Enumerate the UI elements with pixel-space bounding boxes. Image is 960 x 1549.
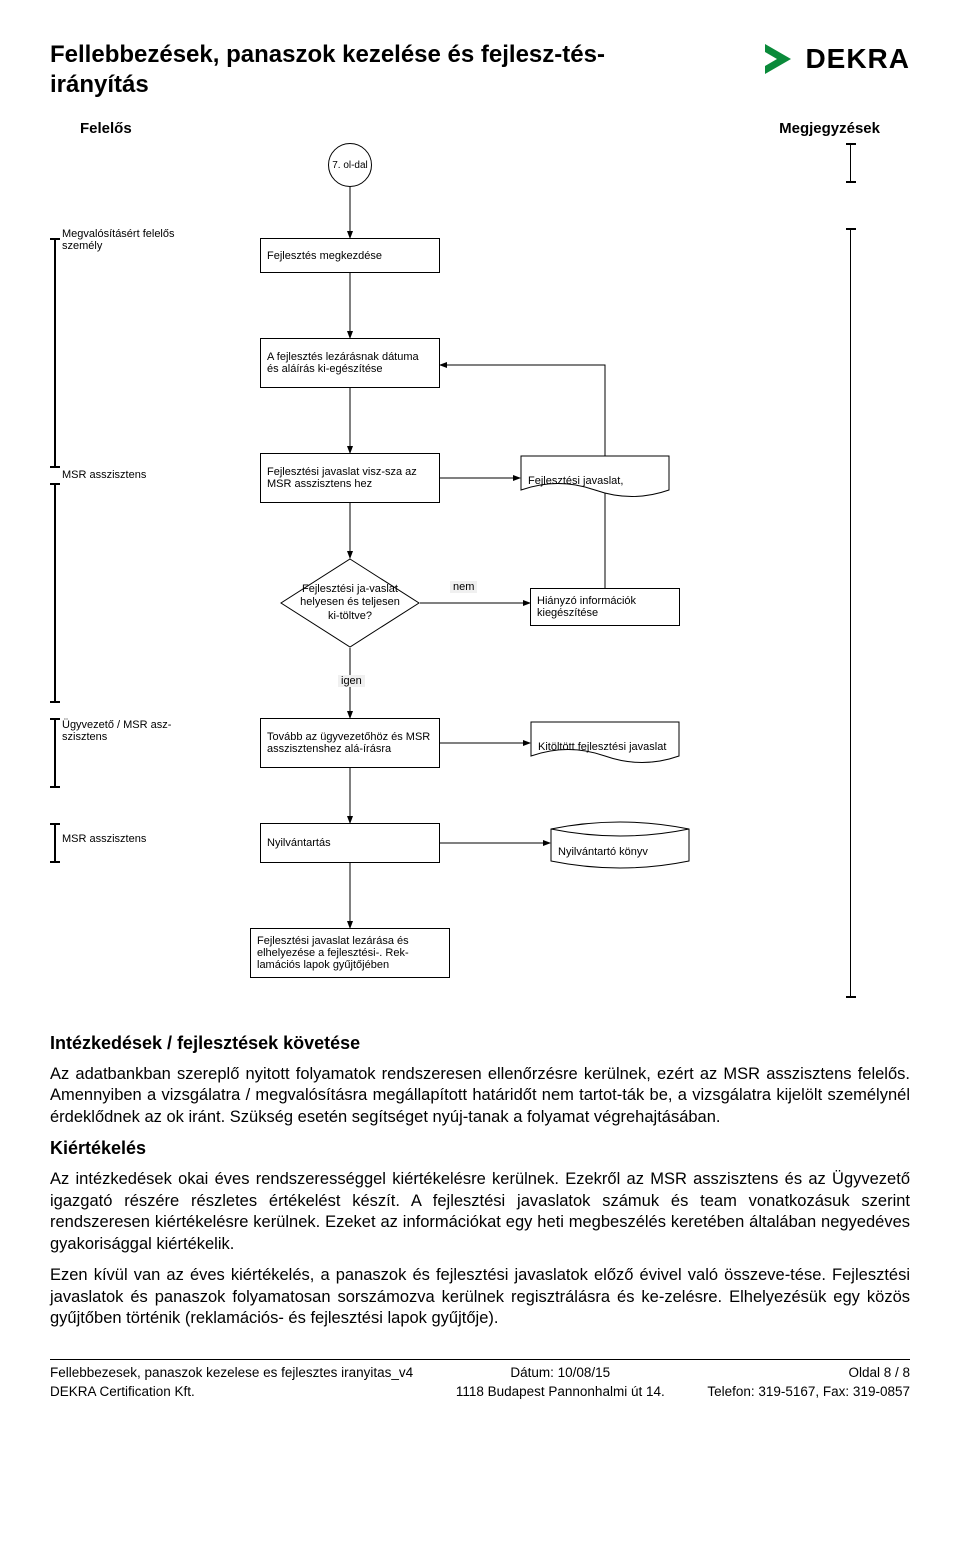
document-text: Fejlesztési javaslat, [520, 469, 631, 487]
process-text: Fejlesztési javaslat visz-sza az MSR ass… [267, 466, 433, 490]
decision-text: Fejlesztési ja-vaslat helyesen és teljes… [280, 583, 420, 623]
footer-company: DEKRA Certification Kft. [50, 1383, 413, 1402]
resp-label: MSR asszisztens [62, 469, 192, 481]
footer-rule [50, 1359, 910, 1360]
paragraph: Az intézkedések okai éves rendszerességg… [50, 1169, 910, 1255]
footer-address: 1118 Budapest Pannonhalmi út 14. [456, 1383, 665, 1402]
resp-bar [54, 483, 56, 703]
page-title: Fellebbezések, panaszok kezelése és fejl… [50, 40, 610, 100]
section-heading: Kiértékelés [50, 1138, 910, 1159]
dekra-mark-icon [761, 40, 797, 78]
process-text: Fejlesztés megkezdése [267, 250, 382, 262]
process-text: Nyilvántartás [267, 837, 331, 849]
edge-label-yes: igen [338, 675, 365, 687]
footer-page: Oldal 8 / 8 [707, 1364, 910, 1383]
process-text: A fejlesztés lezárásnak dátuma és aláírá… [267, 351, 433, 375]
process-box: Fejlesztési javaslat lezárása és elhelye… [250, 928, 450, 978]
footer-filename: Fellebbezesek, panaszok kezelese es fejl… [50, 1364, 413, 1383]
footer-date: Dátum: 10/08/15 [456, 1364, 665, 1383]
resp-bar [54, 823, 56, 863]
footer-phone: Telefon: 319-5167, Fax: 319-0857 [707, 1383, 910, 1402]
off-page-connector: 7. ol-dal [328, 143, 372, 187]
notes-bar [850, 143, 851, 183]
edge-label-no: nem [450, 581, 477, 593]
document-shape: Fejlesztési javaslat, [520, 455, 670, 501]
process-box: Nyilvántartás [260, 823, 440, 863]
notes-bar [850, 228, 851, 998]
process-box: Hiányzó információk kiegészítése [530, 588, 680, 626]
resp-bar [54, 718, 56, 788]
process-text: Fejlesztési javaslat lezárása és elhelye… [257, 935, 443, 971]
footer: Fellebbezesek, panaszok kezelese es fejl… [50, 1364, 910, 1402]
logo-text: DEKRA [805, 43, 910, 75]
process-text: Tovább az ügyvezetőhöz és MSR assziszten… [267, 731, 433, 755]
document-shape: Kitöltött fejlesztési javaslat [530, 721, 680, 767]
logo: DEKRA [761, 40, 910, 78]
process-box: A fejlesztés lezárásnak dátuma és aláírá… [260, 338, 440, 388]
resp-label: Megvalósításért felelős személy [62, 228, 192, 252]
resp-bar [54, 238, 56, 468]
process-box: Fejlesztési javaslat visz-sza az MSR ass… [260, 453, 440, 503]
connector-label: 7. ol-dal [332, 160, 368, 171]
process-box: Fejlesztés megkezdése [260, 238, 440, 273]
section-heading: Intézkedések / fejlesztések követése [50, 1033, 910, 1054]
document-text: Kitöltött fejlesztési javaslat [530, 735, 674, 753]
paragraph: Az adatbankban szereplő nyitott folyamat… [50, 1064, 910, 1128]
process-box: Tovább az ügyvezetőhöz és MSR assziszten… [260, 718, 440, 768]
column-header-responsible: Felelős [80, 120, 132, 137]
flowchart: Megvalósításért felelős személy MSR assz… [50, 143, 910, 1023]
database-shape: Nyilvántartó könyv [550, 819, 690, 871]
resp-label: Ügyvezető / MSR asz-szisztens [62, 719, 192, 743]
resp-label: MSR asszisztens [62, 833, 192, 845]
column-header-notes: Megjegyzések [779, 120, 880, 137]
paragraph: Ezen kívül van az éves kiértékelés, a pa… [50, 1265, 910, 1329]
decision-shape: Fejlesztési ja-vaslat helyesen és teljes… [280, 558, 420, 648]
database-text: Nyilvántartó könyv [550, 832, 656, 858]
process-text: Hiányzó információk kiegészítése [537, 595, 673, 619]
